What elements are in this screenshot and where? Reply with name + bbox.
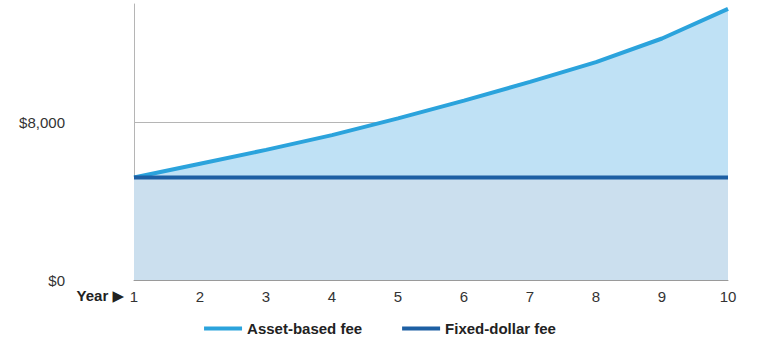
- svg-text:Asset-based fee: Asset-based fee: [247, 320, 362, 337]
- svg-text:4: 4: [328, 288, 336, 305]
- svg-text:9: 9: [658, 288, 666, 305]
- svg-text:Fixed-dollar fee: Fixed-dollar fee: [445, 320, 556, 337]
- svg-text:2: 2: [196, 288, 204, 305]
- svg-text:8: 8: [592, 288, 600, 305]
- svg-text:10: 10: [720, 288, 737, 305]
- svg-text:Year ▶: Year ▶: [77, 287, 125, 304]
- svg-text:$8,000: $8,000: [19, 114, 65, 131]
- svg-text:1: 1: [130, 288, 138, 305]
- svg-text:5: 5: [394, 288, 402, 305]
- svg-text:7: 7: [526, 288, 534, 305]
- svg-text:$0: $0: [48, 272, 65, 289]
- svg-text:6: 6: [460, 288, 468, 305]
- svg-text:3: 3: [262, 288, 270, 305]
